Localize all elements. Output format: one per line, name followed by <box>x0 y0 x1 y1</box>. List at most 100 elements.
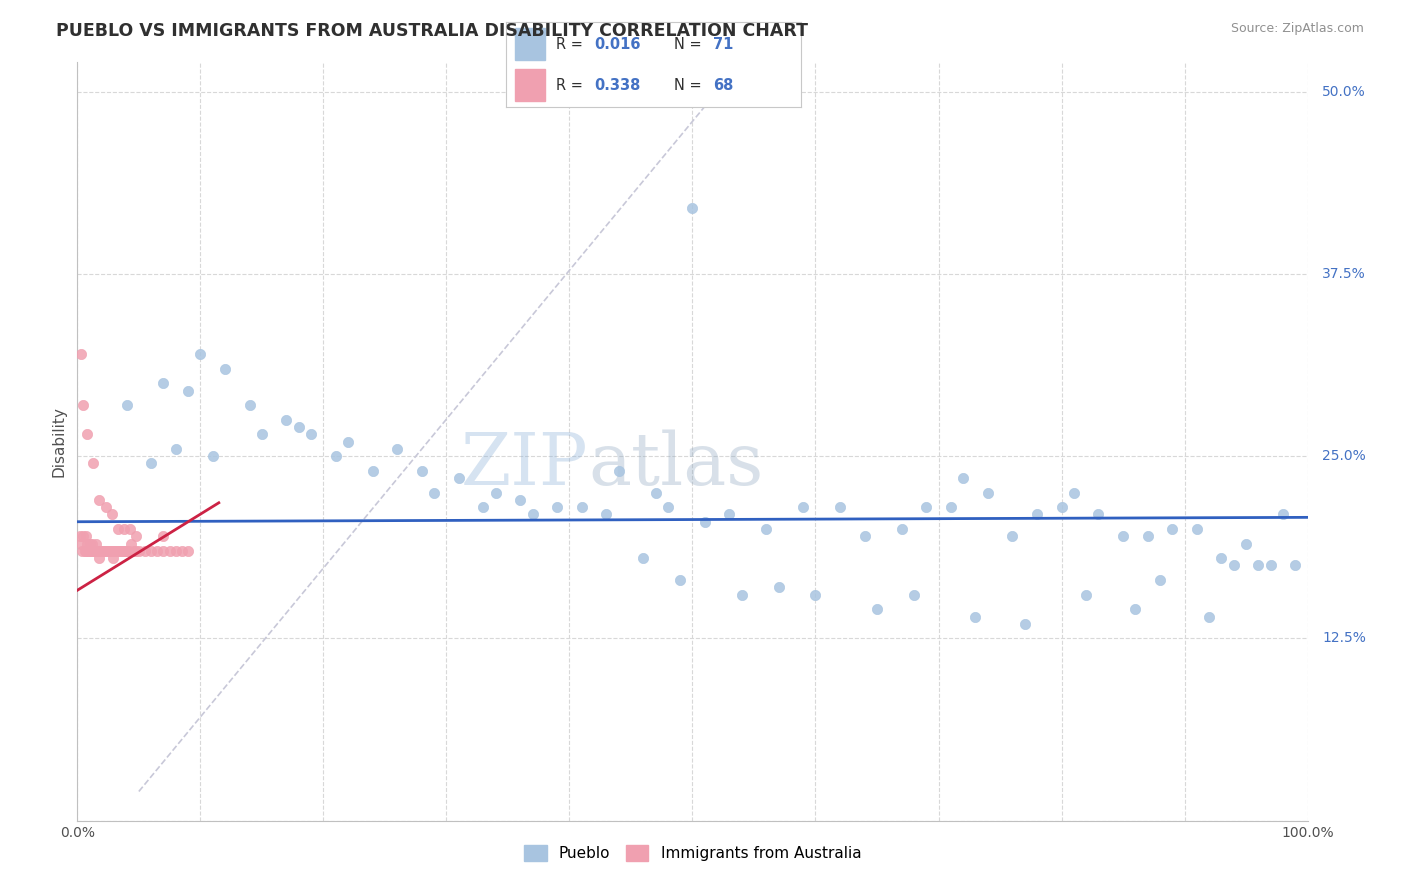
Text: 68: 68 <box>713 78 733 93</box>
Point <box>80 544 103 558</box>
Point <box>288 420 311 434</box>
Point <box>77 544 100 558</box>
Point <box>201 449 224 463</box>
Point <box>977 485 1000 500</box>
Point <box>1087 508 1109 522</box>
Point <box>115 398 138 412</box>
Point <box>607 464 630 478</box>
Bar <box>515 29 544 61</box>
Point <box>82 536 104 550</box>
Point <box>853 529 876 543</box>
Legend: Pueblo, Immigrants from Australia: Pueblo, Immigrants from Australia <box>517 839 868 868</box>
Point <box>90 544 112 558</box>
Point <box>669 573 692 587</box>
Point <box>1001 529 1024 543</box>
Point <box>93 544 115 558</box>
Point <box>72 529 94 543</box>
Point <box>110 544 132 558</box>
Point <box>1161 522 1184 536</box>
Point <box>522 508 544 522</box>
Text: 0.016: 0.016 <box>595 37 641 52</box>
Text: R =: R = <box>557 78 588 93</box>
Point <box>159 544 181 558</box>
Point <box>1234 536 1257 550</box>
Point <box>214 361 236 376</box>
Point <box>644 485 666 500</box>
Point <box>804 588 827 602</box>
Point <box>682 201 704 215</box>
Point <box>731 588 754 602</box>
Text: 12.5%: 12.5% <box>1323 632 1367 646</box>
Point <box>1223 558 1246 573</box>
Point <box>84 544 107 558</box>
Point <box>125 544 148 558</box>
Point <box>1284 558 1306 573</box>
Text: Source: ZipAtlas.com: Source: ZipAtlas.com <box>1230 22 1364 36</box>
Point <box>1211 551 1233 566</box>
Point <box>104 544 127 558</box>
Point <box>890 522 912 536</box>
Point <box>146 544 169 558</box>
Point <box>1050 500 1073 515</box>
Point <box>86 544 108 558</box>
Point <box>768 580 790 594</box>
Point <box>718 508 741 522</box>
Point <box>89 551 111 566</box>
Point <box>115 544 138 558</box>
Point <box>70 544 93 558</box>
Point <box>70 536 93 550</box>
Point <box>90 544 114 558</box>
Point <box>633 551 655 566</box>
Point <box>82 457 104 471</box>
Y-axis label: Disability: Disability <box>51 406 66 477</box>
Point <box>112 544 135 558</box>
Point <box>657 500 679 515</box>
Point <box>107 544 129 558</box>
Point <box>337 434 360 449</box>
Point <box>239 398 262 412</box>
Point <box>1136 529 1159 543</box>
Point <box>79 544 101 558</box>
Point <box>276 412 298 426</box>
Text: ZIP: ZIP <box>460 429 588 500</box>
Point <box>128 544 150 558</box>
Point <box>1247 558 1270 573</box>
Point <box>89 492 111 507</box>
Point <box>152 376 174 391</box>
Point <box>755 522 778 536</box>
Point <box>952 471 974 485</box>
Point <box>69 529 91 543</box>
Point <box>250 427 273 442</box>
Point <box>134 544 156 558</box>
Point <box>1149 573 1171 587</box>
Point <box>1198 609 1220 624</box>
Point <box>111 544 134 558</box>
Point <box>107 522 129 536</box>
Point <box>693 515 716 529</box>
Point <box>1125 602 1147 616</box>
Point <box>1112 529 1135 543</box>
Point <box>299 427 322 442</box>
Point <box>75 529 97 543</box>
Point <box>1026 508 1049 522</box>
Text: 71: 71 <box>713 37 733 52</box>
Point <box>101 544 124 558</box>
Point <box>915 500 938 515</box>
Point <box>83 544 105 558</box>
Point <box>152 544 174 558</box>
Point <box>97 544 120 558</box>
Point <box>361 464 384 478</box>
Text: N =: N = <box>675 37 707 52</box>
Point <box>1185 522 1208 536</box>
Point <box>120 522 142 536</box>
Point <box>411 464 433 478</box>
Point <box>101 551 124 566</box>
Point <box>546 500 568 515</box>
Point <box>509 492 531 507</box>
Point <box>447 471 470 485</box>
Point <box>100 544 122 558</box>
Point <box>177 544 200 558</box>
Point <box>122 544 145 558</box>
Bar <box>515 69 544 101</box>
Point <box>1063 485 1085 500</box>
